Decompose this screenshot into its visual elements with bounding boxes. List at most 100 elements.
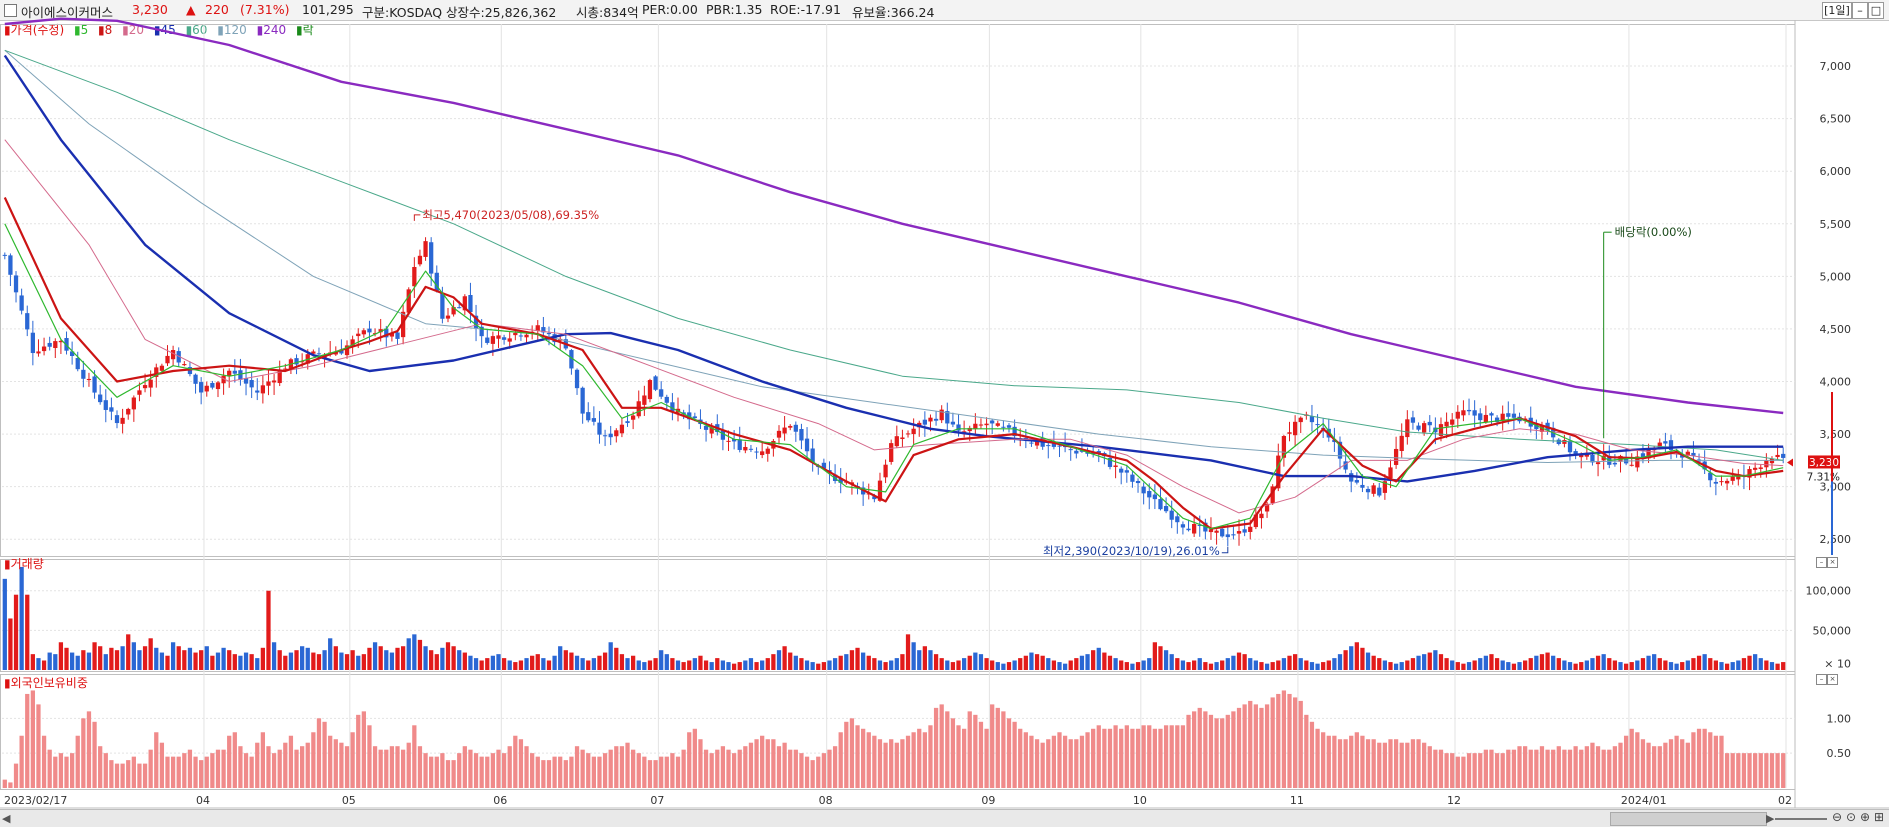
volume-bar: [406, 638, 411, 670]
price-tick-label: 4,500: [1820, 323, 1852, 336]
foreign-bar: [687, 732, 692, 788]
volume-bar: [126, 634, 131, 670]
volume-bar: [1736, 660, 1741, 670]
foreign-bar: [631, 749, 636, 788]
volume-bar: [75, 655, 80, 670]
volume-bar: [1506, 662, 1511, 670]
foreign-bar: [1416, 739, 1421, 788]
volume-bar: [243, 652, 249, 670]
foreign-bar: [681, 749, 686, 788]
price-tick-label: 5,500: [1820, 218, 1852, 231]
volume-bar: [861, 652, 866, 670]
zoom-slider[interactable]: [1775, 818, 1827, 820]
legend-rak: ▮락: [295, 23, 314, 37]
foreign-bar: [569, 756, 574, 788]
volume-bar: [1107, 655, 1113, 670]
price-tick-label: 5,000: [1820, 270, 1852, 283]
foreign-bar: [810, 760, 815, 788]
foreign-bar: [490, 753, 496, 788]
volume-bar: [372, 642, 378, 670]
foreign-panel-collapse-icon[interactable]: –: [1816, 674, 1827, 685]
current-price-label: 3,230: [1809, 457, 1839, 469]
volume-bar: [468, 655, 473, 670]
volume-bar: [1713, 660, 1719, 670]
volume-panel-close-icon[interactable]: ×: [1827, 557, 1838, 568]
candle-body: [821, 462, 827, 469]
foreign-bar: [98, 746, 103, 788]
foreign-bar: [535, 756, 540, 788]
foreign-bar: [440, 753, 445, 788]
candle-body: [479, 326, 484, 337]
candle-body: [238, 370, 243, 380]
volume-bar: [703, 660, 709, 670]
volume-bar: [911, 642, 916, 670]
foreign-bar: [361, 711, 366, 788]
legend-price: ▮가격(수정): [4, 23, 65, 37]
foreign-panel-close-icon[interactable]: ×: [1827, 674, 1838, 685]
volume-bar: [760, 660, 765, 670]
foreign-bar: [1270, 697, 1275, 788]
zoom-reset-icon[interactable]: ⊙: [1846, 810, 1857, 824]
volume-bar: [1175, 658, 1180, 670]
minimize-icon[interactable]: –: [1852, 2, 1868, 19]
volume-bar: [636, 660, 641, 670]
candle-body: [1635, 456, 1640, 468]
candle-body: [227, 370, 232, 377]
price-tick-label: 6,000: [1820, 165, 1852, 178]
candle-body: [513, 332, 518, 336]
candle-body: [1612, 462, 1618, 465]
foreign-bar: [1360, 735, 1365, 788]
maximize-icon[interactable]: □: [1868, 2, 1884, 19]
foreign-bar: [41, 735, 47, 788]
volume-bar: [866, 655, 871, 670]
volume-bar: [187, 647, 193, 670]
candle-body: [277, 369, 282, 384]
candle-body: [1152, 494, 1157, 500]
volume-bar: [788, 652, 793, 670]
zoom-in-icon[interactable]: ⊕: [1860, 810, 1871, 824]
volume-bar: [227, 650, 232, 670]
foreign-bar: [889, 739, 894, 788]
foreign-bar: [1696, 728, 1702, 788]
volume-bar: [1640, 658, 1646, 670]
candle-body: [726, 440, 731, 442]
volume-bar: [597, 655, 602, 670]
foreign-bar: [799, 753, 804, 788]
volume-bar: [580, 658, 585, 670]
candlestick-layer: [2, 237, 1786, 547]
foreign-bar: [1141, 725, 1146, 788]
candle-body: [1001, 426, 1006, 428]
candle-body: [1427, 421, 1432, 426]
candle-body: [990, 420, 995, 424]
candle-body: [1034, 441, 1040, 446]
period-button[interactable]: [1일]: [1822, 2, 1852, 19]
foreign-bar: [1455, 756, 1460, 788]
foreign-bar: [911, 732, 916, 788]
candle-body: [2, 254, 7, 256]
zoom-fit-icon[interactable]: ⊞: [1874, 810, 1885, 824]
zoom-out-icon[interactable]: ⊖: [1832, 810, 1843, 824]
candle-body: [625, 421, 630, 424]
candle-body: [1668, 440, 1674, 451]
candle-body: [1343, 461, 1348, 470]
volume-bar: [176, 646, 181, 670]
foreign-bar: [187, 749, 193, 788]
scroll-right-icon[interactable]: ▶: [1766, 812, 1775, 825]
volume-bar: [440, 647, 445, 670]
foreign-bar: [945, 711, 950, 788]
scroll-thumb[interactable]: [1610, 812, 1767, 826]
select-checkbox[interactable]: [4, 4, 17, 17]
scroll-left-icon[interactable]: ◀: [2, 812, 11, 825]
volume-panel-collapse-icon[interactable]: –: [1816, 557, 1827, 568]
candle-body: [356, 333, 361, 337]
volume-bar: [1668, 662, 1674, 670]
volume-bar: [1579, 662, 1584, 670]
foreign-bar: [1186, 714, 1191, 788]
volume-bar: [1259, 662, 1264, 670]
foreign-bar: [1304, 714, 1309, 788]
volume-bar: [681, 662, 686, 670]
price-chart-svg[interactable]: 2023/02/17 04 05 06 07 08 09 10 11 12 2024/01 02 7,0…: [0, 0, 1889, 809]
foreign-bar: [1091, 728, 1096, 788]
volume-bar: [546, 660, 552, 670]
chart-scroll-bar[interactable]: ◀ ▶ ⊖ ⊙ ⊕ ⊞: [0, 809, 1889, 827]
